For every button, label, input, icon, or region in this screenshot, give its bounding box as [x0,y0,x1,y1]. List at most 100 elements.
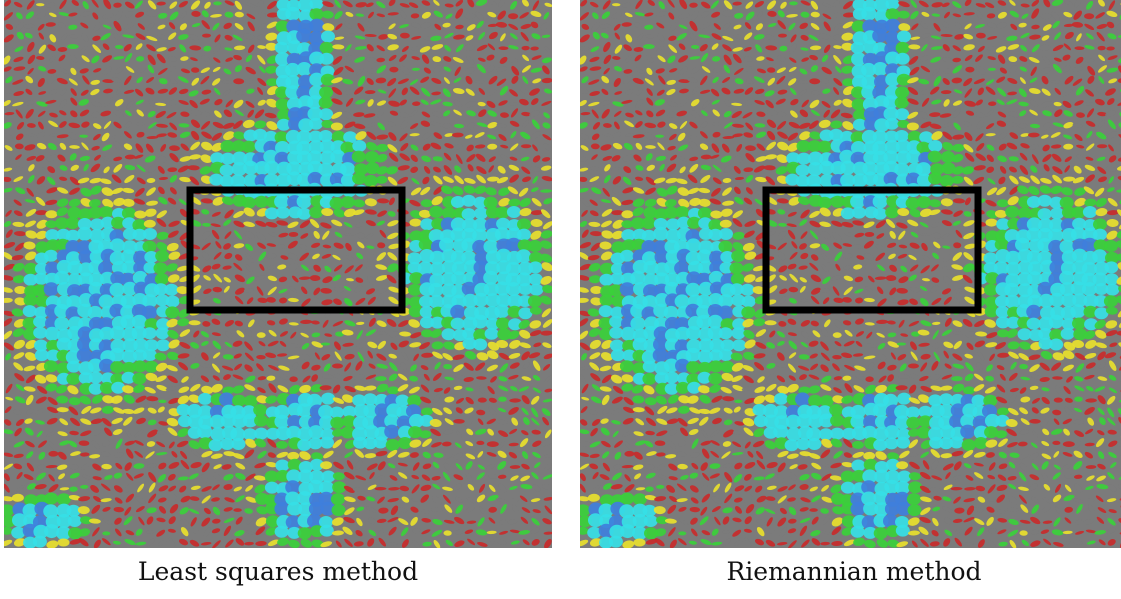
tensor-glyph [1085,174,1095,183]
tensor-glyph [37,77,45,88]
tensor-glyph [332,384,341,394]
tensor-glyph [678,198,690,208]
tensor-glyph [190,517,197,527]
tensor-glyph [1007,196,1019,206]
tensor-glyph [842,98,854,108]
tensor-glyph [635,99,643,109]
tensor-glyph [114,45,124,49]
tensor-glyph [57,154,66,162]
tensor-glyph [445,13,453,19]
tensor-glyph [214,34,221,43]
tensor-glyph [799,277,807,283]
tensor-glyph [1108,78,1118,84]
tensor-glyph [944,363,952,369]
tensor-glyph [356,330,363,340]
tensor-glyph [633,464,644,470]
tensor-glyph [213,464,222,470]
tensor-glyph [34,374,47,384]
tensor-glyph [93,22,102,32]
tensor-glyph [178,386,190,393]
tensor-glyph [656,484,665,489]
tensor-glyph [46,540,59,548]
tensor-glyph [776,363,787,368]
tensor-glyph [59,165,68,171]
tensor-glyph [833,376,843,381]
tensor-glyph [931,99,942,105]
tensor-glyph [777,517,787,527]
tensor-glyph [13,538,26,547]
tensor-glyph [678,79,690,84]
tensor-glyph [1019,407,1029,415]
tensor-glyph [11,493,24,502]
tensor-glyph [474,80,486,84]
tensor-glyph [811,462,822,470]
tensor-glyph [198,392,212,405]
tensor-glyph [511,65,520,76]
tensor-glyph [590,242,601,252]
tensor-glyph [701,110,708,117]
tensor-glyph [840,173,856,188]
tensor-glyph [1106,187,1115,192]
tensor-glyph [69,34,78,39]
tensor-glyph [643,284,658,299]
tensor-glyph [245,100,255,108]
tensor-glyph [592,484,601,492]
tensor-glyph [530,10,542,18]
tensor-glyph [580,34,590,43]
tensor-glyph [799,285,806,293]
tensor-glyph [884,437,899,450]
tensor-glyph [201,209,210,215]
tensor-glyph [13,1,23,8]
tensor-glyph [443,165,453,175]
tensor-glyph [467,0,475,8]
tensor-glyph [646,67,653,76]
tensor-glyph [231,438,246,450]
tensor-glyph [600,32,609,39]
tensor-glyph [93,495,102,503]
tensor-glyph [498,376,508,382]
tensor-glyph [708,219,723,232]
tensor-glyph [644,527,658,540]
tensor-glyph [822,2,833,8]
tensor-glyph [872,28,888,43]
tensor-glyph [257,319,266,329]
tensor-glyph [180,56,189,61]
tensor-glyph [55,217,69,230]
tensor-glyph [1053,101,1062,107]
tensor-glyph [723,64,731,74]
tensor-glyph [443,341,456,350]
tensor-glyph [624,12,633,18]
tensor-glyph [450,196,465,208]
tensor-glyph [799,109,809,118]
tensor-glyph [709,384,721,393]
tensor-glyph [920,121,932,129]
tensor-glyph [124,75,132,86]
tensor-glyph [136,109,144,117]
tensor-glyph [298,0,313,12]
tensor-glyph [1086,131,1093,139]
tensor-glyph [542,122,551,129]
tensor-glyph [1009,539,1017,548]
tensor-glyph [301,298,311,307]
tensor-glyph [257,45,266,50]
tensor-glyph [473,329,488,341]
tensor-glyph [71,0,79,6]
tensor-glyph [499,85,509,96]
tensor-glyph [307,106,323,121]
tensor-glyph [265,42,278,51]
tensor-glyph [635,440,646,446]
tensor-glyph [211,497,220,502]
tensor-glyph [1064,484,1072,493]
tensor-glyph [102,144,113,151]
tensor-glyph [776,67,787,74]
tensor-glyph [401,496,410,503]
tensor-glyph [125,429,132,439]
tensor-glyph [368,517,376,525]
tensor-glyph [1118,122,1121,129]
tensor-glyph [165,306,180,319]
tensor-glyph [1085,143,1095,151]
tensor-glyph [486,89,497,97]
tensor-glyph [166,112,177,119]
tensor-glyph [1029,385,1039,391]
tensor-glyph [602,0,611,10]
